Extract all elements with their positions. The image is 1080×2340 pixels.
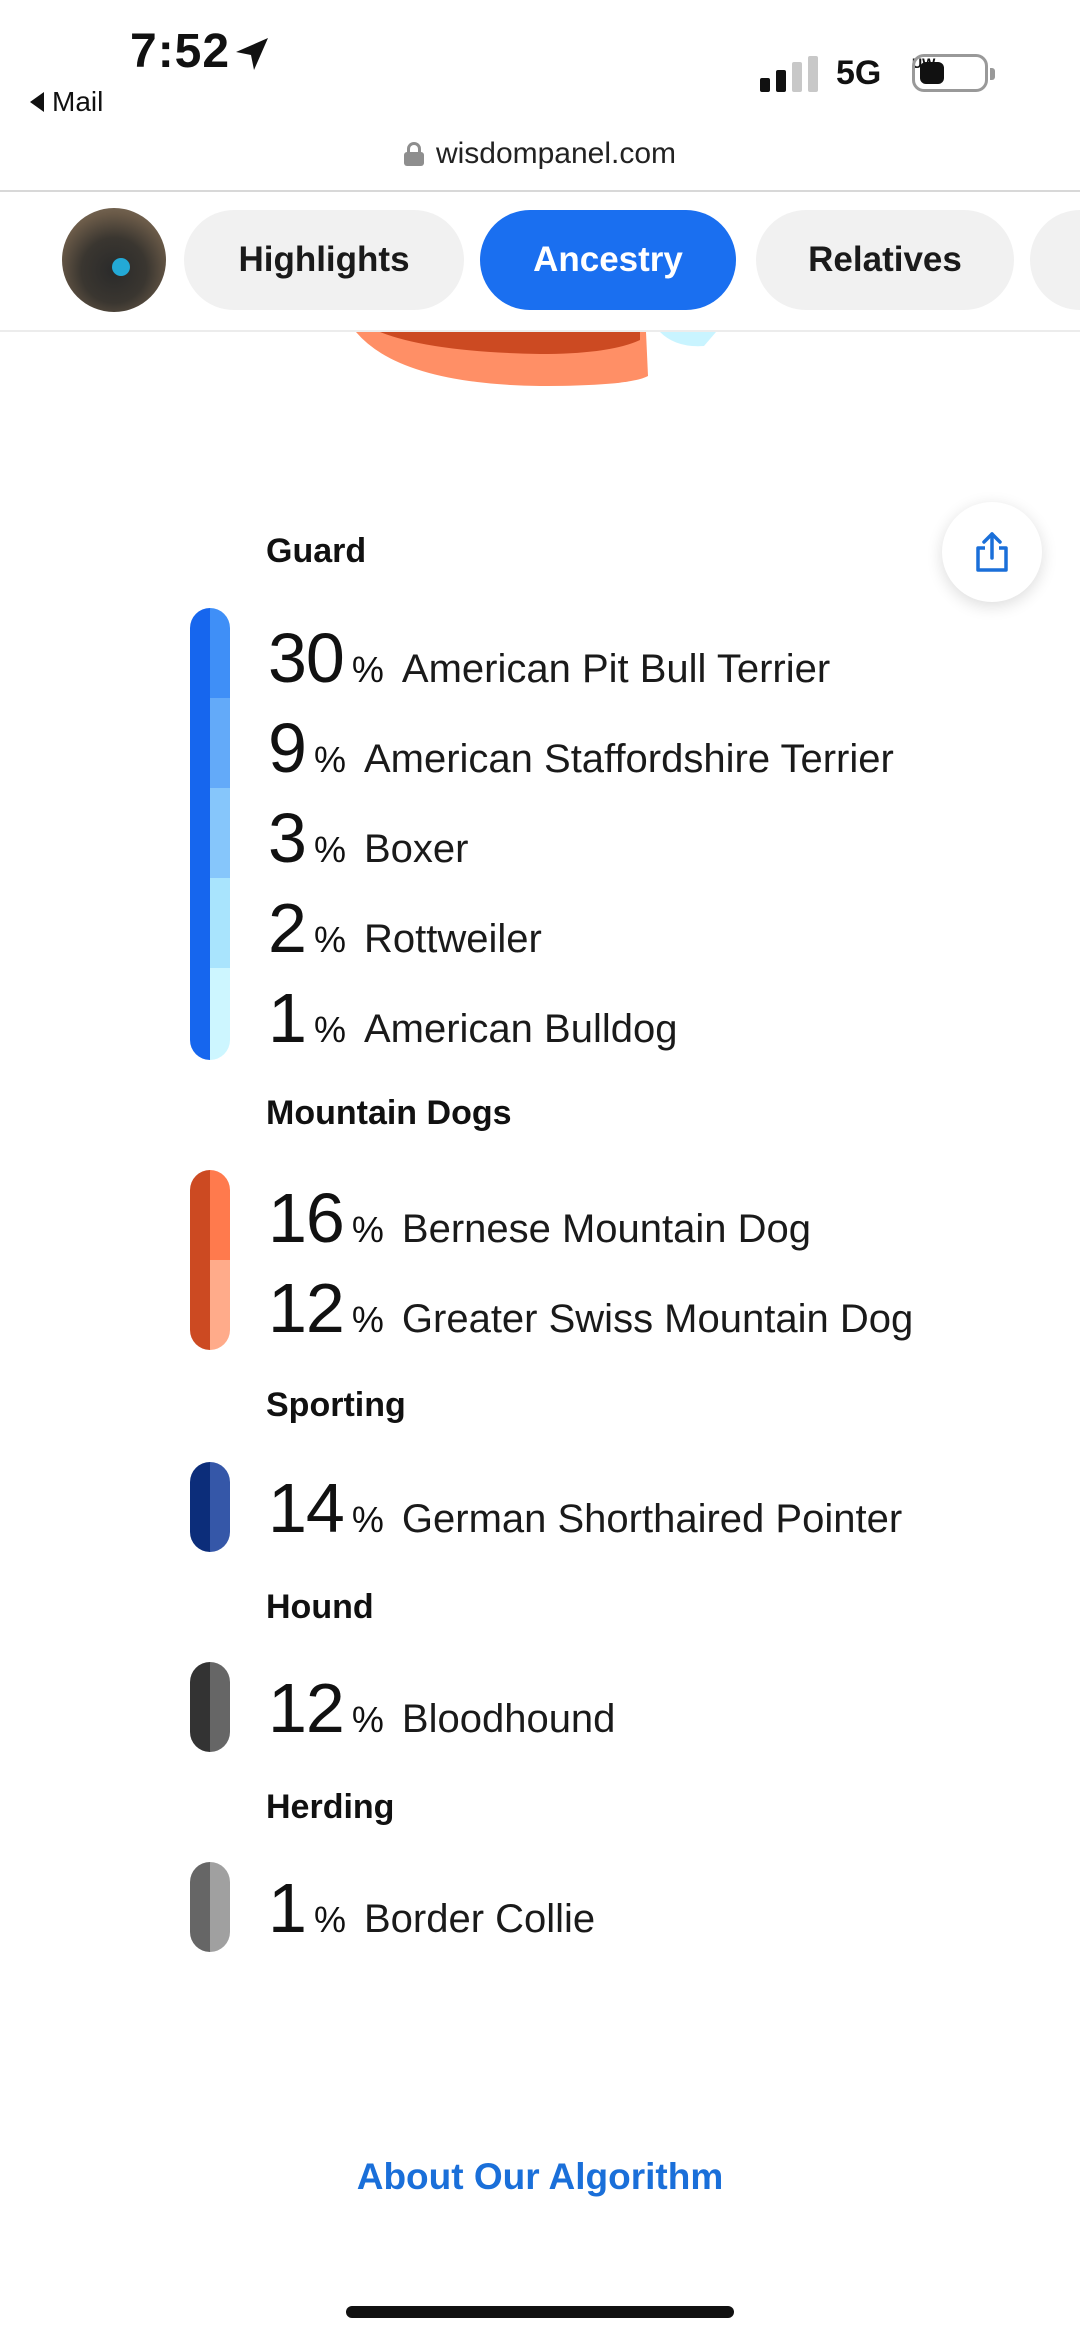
hound-seg-1 bbox=[210, 1662, 230, 1752]
breed-row[interactable]: 2% Rottweiler bbox=[268, 888, 542, 968]
mountain-dogs-color-bar bbox=[190, 1170, 230, 1350]
breed-name: American Bulldog bbox=[363, 1007, 678, 1051]
herding-seg-1 bbox=[210, 1862, 230, 1952]
hound-color-bar bbox=[190, 1662, 230, 1752]
breed-name: Boxer bbox=[363, 827, 469, 871]
percent-sign: % bbox=[351, 1699, 384, 1740]
divider bbox=[0, 190, 1080, 192]
breed-percent: 30 bbox=[268, 619, 345, 697]
group-title-herding: Herding bbox=[266, 1788, 395, 1826]
tab-highlights[interactable]: Highlights bbox=[184, 210, 464, 310]
breed-row[interactable]: 14% German Shorthaired Pointer bbox=[268, 1468, 902, 1548]
breed-percent: 14 bbox=[268, 1469, 345, 1547]
breed-name: Rottweiler bbox=[363, 917, 542, 961]
sporting-color-bar bbox=[190, 1462, 230, 1552]
sporting-seg-1 bbox=[210, 1462, 230, 1552]
guard-color-bar bbox=[190, 608, 230, 1060]
breed-percent: 1 bbox=[268, 1869, 307, 1947]
breed-name: Border Collie bbox=[363, 1897, 596, 1941]
breed-row[interactable]: 1% Border Collie bbox=[268, 1868, 595, 1948]
url-bar[interactable]: wisdompanel.com bbox=[0, 132, 1080, 176]
breed-name: Bloodhound bbox=[401, 1697, 616, 1741]
group-title-sporting: Sporting bbox=[266, 1386, 406, 1424]
url-text: wisdompanel.com bbox=[435, 137, 677, 170]
tab-ancestry[interactable]: Ancestry bbox=[480, 210, 736, 310]
lock-icon bbox=[403, 142, 424, 166]
herding-color-bar bbox=[190, 1862, 230, 1952]
group-title-mountain-dogs: Mountain Dogs bbox=[266, 1094, 512, 1132]
battery-icon bbox=[912, 54, 995, 92]
mountain-seg-1 bbox=[210, 1170, 230, 1260]
home-indicator bbox=[346, 2306, 734, 2318]
breed-name: Bernese Mountain Dog bbox=[401, 1207, 812, 1251]
network-type: 5G UW bbox=[836, 54, 935, 93]
guard-seg-4 bbox=[210, 878, 230, 968]
breed-row[interactable]: 30% American Pit Bull Terrier bbox=[268, 618, 830, 698]
breed-percent: 2 bbox=[268, 889, 307, 967]
back-label: Mail bbox=[52, 86, 104, 117]
guard-seg-3 bbox=[210, 788, 230, 878]
breed-name: American Staffordshire Terrier bbox=[363, 737, 894, 781]
breed-name: Greater Swiss Mountain Dog bbox=[401, 1297, 914, 1341]
tab-relatives[interactable]: Relatives bbox=[756, 210, 1014, 310]
breed-percent: 1 bbox=[268, 979, 307, 1057]
location-arrow-icon bbox=[236, 38, 268, 70]
back-arrow-icon bbox=[30, 92, 44, 112]
percent-sign: % bbox=[351, 1299, 384, 1340]
about-our-algorithm-link[interactable]: About Our Algorithm bbox=[356, 2156, 724, 2197]
breed-percent: 16 bbox=[268, 1179, 345, 1257]
percent-sign: % bbox=[351, 649, 384, 690]
guard-seg-5 bbox=[210, 968, 230, 1060]
guard-seg-1 bbox=[210, 608, 230, 698]
status-time: 7:52 bbox=[130, 25, 231, 78]
breed-name: German Shorthaired Pointer bbox=[401, 1497, 903, 1541]
percent-sign: % bbox=[313, 739, 346, 780]
breed-percent: 12 bbox=[268, 1269, 345, 1347]
breed-row[interactable]: 9% American Staffordshire Terrier bbox=[268, 708, 894, 788]
breed-row[interactable]: 3% Boxer bbox=[268, 798, 468, 878]
herding-bar-base bbox=[190, 1862, 210, 1952]
percent-sign: % bbox=[313, 1899, 346, 1940]
percent-sign: % bbox=[313, 1009, 346, 1050]
percent-sign: % bbox=[351, 1499, 384, 1540]
guard-seg-2 bbox=[210, 698, 230, 788]
cellular-signal-icon bbox=[760, 56, 818, 92]
breed-row[interactable]: 1% American Bulldog bbox=[268, 978, 677, 1058]
mountain-bar-base bbox=[190, 1170, 210, 1350]
sporting-bar-base bbox=[190, 1462, 210, 1552]
breed-percent: 3 bbox=[268, 799, 307, 877]
breed-row[interactable]: 16% Bernese Mountain Dog bbox=[268, 1178, 811, 1258]
mountain-seg-2 bbox=[210, 1260, 230, 1350]
group-title-guard: Guard bbox=[266, 532, 367, 570]
share-button[interactable] bbox=[942, 502, 1042, 602]
share-icon bbox=[976, 532, 1008, 572]
ancestry-donut-chart bbox=[356, 332, 716, 386]
percent-sign: % bbox=[351, 1209, 384, 1250]
back-to-mail-button[interactable]: Mail bbox=[30, 86, 103, 118]
section-tabs: Highlights Ancestry Relatives bbox=[0, 192, 1080, 332]
status-bar: 7:52 Mail 5G UW bbox=[0, 0, 1080, 130]
dog-avatar[interactable] bbox=[62, 208, 166, 312]
guard-bar-base bbox=[190, 608, 210, 1060]
tab-more[interactable] bbox=[1030, 210, 1080, 310]
group-title-hound: Hound bbox=[266, 1588, 374, 1626]
breed-name: American Pit Bull Terrier bbox=[401, 647, 831, 691]
breed-percent: 12 bbox=[268, 1669, 345, 1747]
breed-row[interactable]: 12% Bloodhound bbox=[268, 1668, 615, 1748]
percent-sign: % bbox=[313, 829, 346, 870]
breed-percent: 9 bbox=[268, 709, 307, 787]
percent-sign: % bbox=[313, 919, 346, 960]
breed-row[interactable]: 12% Greater Swiss Mountain Dog bbox=[268, 1268, 913, 1348]
hound-bar-base bbox=[190, 1662, 210, 1752]
